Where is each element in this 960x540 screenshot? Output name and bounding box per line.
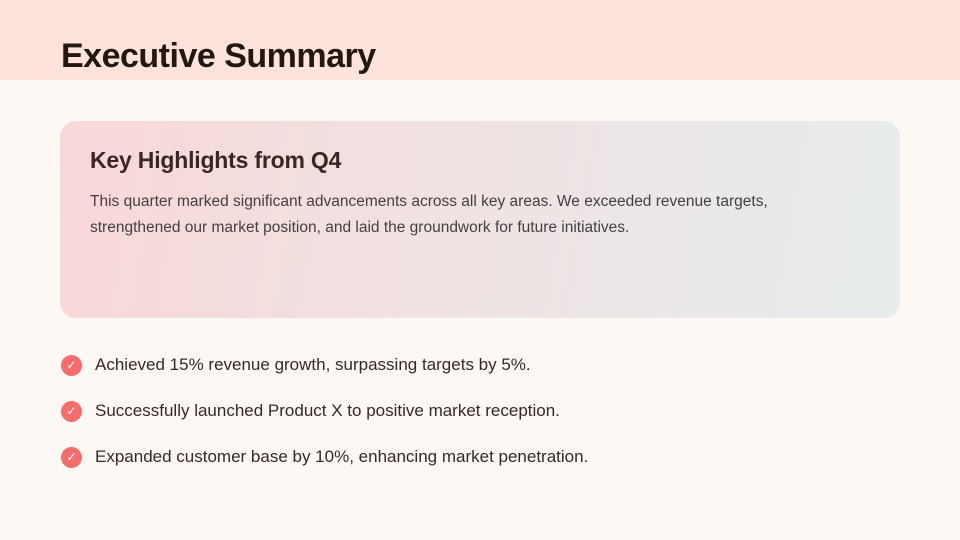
bullet-item: ✓ Successfully launched Product X to pos… [61,388,901,434]
check-icon: ✓ [61,446,82,468]
page-title: Executive Summary [61,37,376,75]
check-icon: ✓ [61,400,82,422]
card-title: Key Highlights from Q4 [90,147,342,173]
bullet-item: ✓ Achieved 15% revenue growth, surpassin… [61,342,901,388]
header-band [0,0,960,80]
highlight-card: Key Highlights from Q4 This quarter mark… [60,121,900,318]
bullet-text: Achieved 15% revenue growth, surpassing … [95,354,531,374]
bullet-item: ✓ Expanded customer base by 10%, enhanci… [61,434,901,480]
check-icon: ✓ [61,354,82,376]
bullet-text: Successfully launched Product X to posit… [95,400,560,420]
bullet-text: Expanded customer base by 10%, enhancing… [95,446,589,466]
bullet-list: ✓ Achieved 15% revenue growth, surpassin… [61,342,901,480]
card-body-text: This quarter marked significant advancem… [90,193,768,236]
